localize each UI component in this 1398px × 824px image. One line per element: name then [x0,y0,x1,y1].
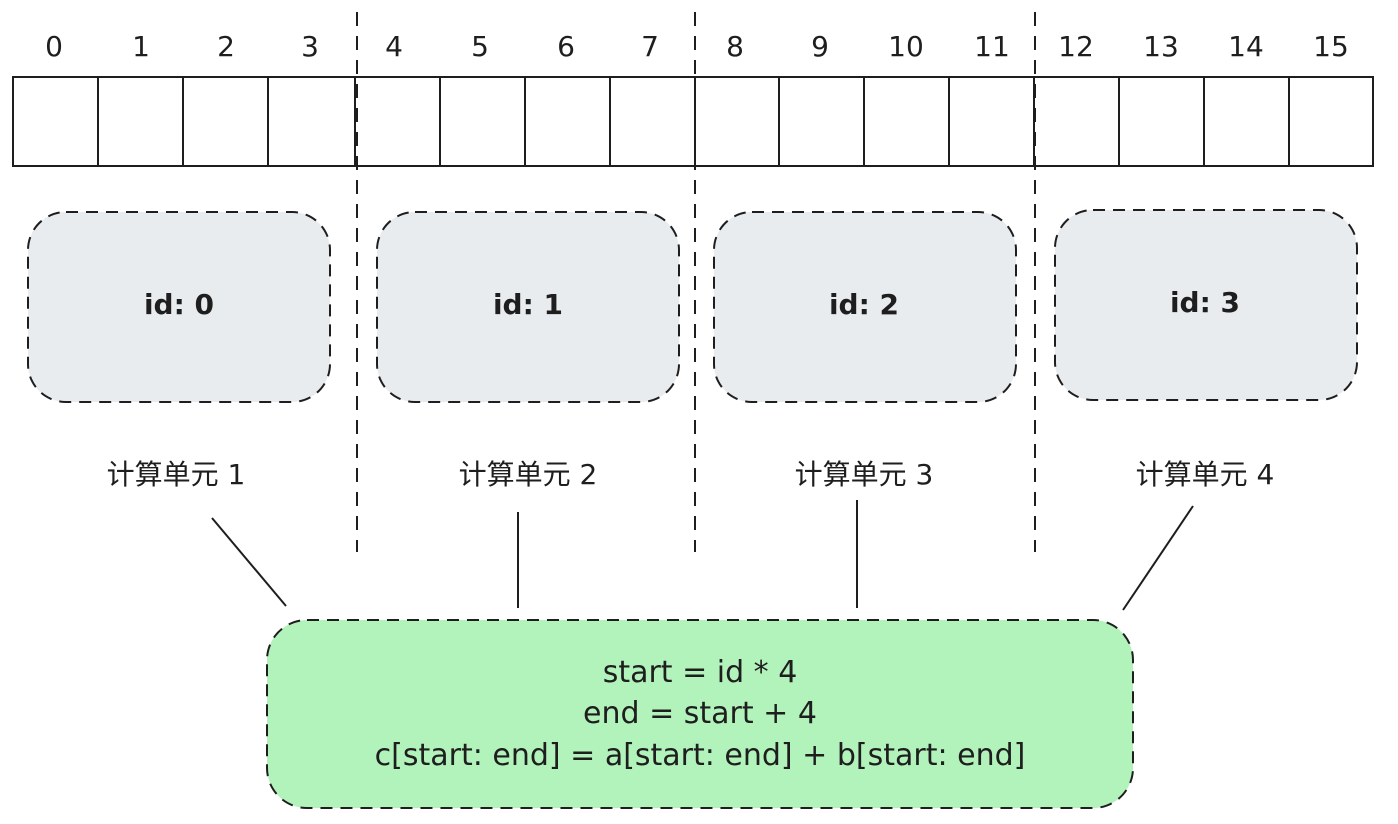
compute-unit-name: 计算单元 4 [1136,458,1275,491]
array-cell [1288,76,1374,167]
array-cell [267,76,356,167]
array-cell [948,76,1035,167]
compute-unit-id: id: 3 [1170,286,1240,319]
array-index-label: 11 [974,30,1010,63]
array-cell [1118,76,1205,167]
compute-unit-1: id: 0 计算单元 1 [27,211,331,491]
array-cell [97,76,184,167]
array-index-label: 0 [45,30,63,63]
compute-unit-id: id: 1 [493,288,563,321]
compute-unit-box [27,211,331,403]
array-index-label: 6 [557,30,575,63]
array-cell [1033,76,1120,167]
array-index-label: 14 [1228,30,1264,63]
array-index-label: 13 [1143,30,1179,63]
array-cell [354,76,441,167]
code-line: c[start: end] = a[start: end] + b[start:… [375,738,1026,773]
connector-line [1122,505,1194,611]
code-block: start = id * 4 end = start + 4 c[start: … [266,619,1134,809]
compute-unit-box [376,211,680,403]
array-cell [609,76,696,167]
compute-unit-3: id: 2 计算单元 3 [713,211,1017,491]
array-cells [12,76,1374,167]
array-index-label: 15 [1313,30,1349,63]
connector-lines [211,500,1194,611]
array-index-label: 4 [385,30,403,63]
compute-unit-id: id: 0 [144,288,214,321]
compute-unit-box [713,211,1017,403]
compute-unit-id: id: 2 [829,288,899,321]
array-index-label: 5 [471,30,489,63]
array-cell [439,76,526,167]
code-line: end = start + 4 [583,696,817,731]
array-index-label: 8 [726,30,744,63]
array-cell [524,76,611,167]
array-index-label: 7 [641,30,659,63]
array-index-label: 3 [301,30,319,63]
compute-unit-name: 计算单元 3 [795,458,934,491]
array-cell [694,76,780,167]
array-cell [12,76,99,167]
array-cell [182,76,269,167]
compute-unit-2: id: 1 计算单元 2 [376,211,680,491]
partition-separators [356,12,1036,552]
compute-units: id: 0 计算单元 1 id: 1 计算单元 2 id: 2 计算单元 3 i… [27,209,1358,491]
array-index-label: 10 [888,30,924,63]
array-cell [1203,76,1290,167]
code-line: start = id * 4 [603,655,798,690]
array-index-label: 2 [217,30,235,63]
compute-unit-name: 计算单元 2 [459,458,598,491]
code-box [266,619,1134,809]
array-index-labels: 0 1 2 3 4 5 6 7 8 9 10 11 12 13 14 15 [45,30,1349,63]
array-index-label: 9 [811,30,829,63]
compute-unit-box [1054,209,1358,401]
connector-line [211,517,287,607]
array-cell [778,76,865,167]
array-index-label: 1 [132,30,150,63]
array-cell [863,76,950,167]
compute-unit-name: 计算单元 1 [107,458,246,491]
compute-unit-4: id: 3 计算单元 4 [1054,209,1358,491]
array-index-label: 12 [1058,30,1094,63]
